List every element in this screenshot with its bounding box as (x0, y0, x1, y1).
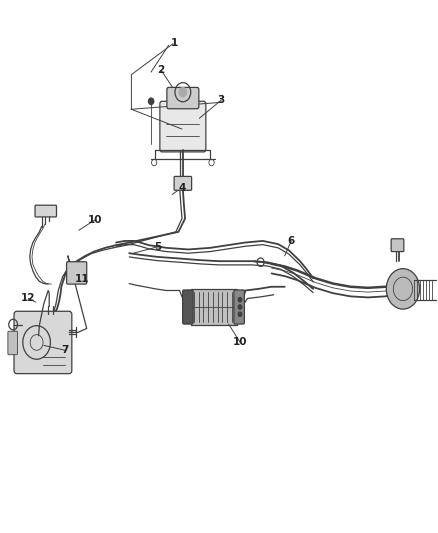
FancyBboxPatch shape (174, 176, 191, 190)
FancyBboxPatch shape (234, 290, 244, 324)
Text: 10: 10 (88, 215, 103, 224)
Circle shape (148, 98, 154, 104)
Text: 5: 5 (154, 242, 161, 252)
Text: 11: 11 (75, 274, 90, 284)
Text: 2: 2 (158, 66, 165, 75)
Text: 10: 10 (233, 337, 247, 347)
FancyBboxPatch shape (391, 239, 404, 252)
Circle shape (238, 312, 242, 317)
Text: 7: 7 (61, 345, 68, 355)
Circle shape (178, 87, 187, 98)
FancyBboxPatch shape (8, 331, 18, 355)
FancyBboxPatch shape (35, 205, 57, 217)
Text: 6: 6 (288, 236, 295, 246)
Text: 4: 4 (178, 183, 185, 192)
Circle shape (238, 297, 242, 302)
Text: 1: 1 (171, 38, 178, 47)
FancyBboxPatch shape (160, 101, 206, 152)
FancyBboxPatch shape (67, 262, 87, 284)
Circle shape (386, 269, 420, 309)
Bar (191, 289, 237, 325)
Circle shape (238, 305, 242, 309)
Text: 12: 12 (21, 294, 36, 303)
FancyBboxPatch shape (167, 87, 199, 109)
FancyBboxPatch shape (14, 311, 72, 374)
Text: 3: 3 (218, 95, 225, 105)
FancyBboxPatch shape (183, 290, 193, 324)
